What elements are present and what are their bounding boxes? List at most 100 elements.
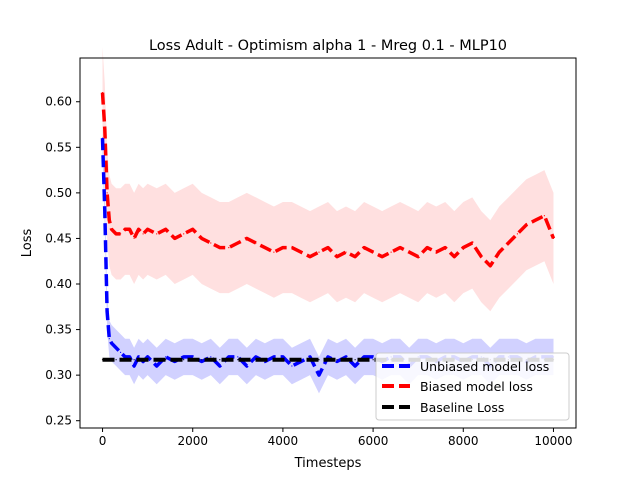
- baseline-loss-point: [129, 359, 131, 361]
- y-tick-label: 0.45: [45, 231, 72, 245]
- unbiased-model-loss-point: [106, 310, 108, 312]
- baseline-loss-point: [300, 359, 302, 361]
- baseline-loss-point: [228, 359, 230, 361]
- baseline-loss-point: [318, 359, 320, 361]
- legend-label-baseline: Baseline Loss: [420, 400, 504, 415]
- unbiased-model-loss-point: [156, 365, 158, 367]
- y-axis-label: Loss: [20, 229, 35, 258]
- biased-model-loss-point: [106, 192, 108, 194]
- baseline-loss-point: [246, 359, 248, 361]
- baseline-loss-point: [142, 359, 144, 361]
- unbiased-model-loss-point: [210, 356, 212, 358]
- biased-model-loss-point: [129, 228, 131, 230]
- baseline-loss-point: [201, 359, 203, 361]
- baseline-loss-point: [363, 359, 365, 361]
- baseline-loss-point: [165, 359, 167, 361]
- baseline-loss-point: [210, 359, 212, 361]
- biased-model-loss-point: [318, 251, 320, 253]
- baseline-loss-point: [174, 359, 176, 361]
- unbiased-model-loss-point: [147, 356, 149, 358]
- x-tick-label: 8000: [448, 434, 479, 448]
- biased-model-loss-point: [462, 247, 464, 249]
- unbiased-model-loss-point: [336, 360, 338, 363]
- x-tick-label: 10000: [534, 434, 572, 448]
- baseline-loss-point: [336, 359, 338, 361]
- biased-model-loss-point: [174, 237, 176, 239]
- plot-frame: [79, 57, 577, 429]
- biased-model-loss-point: [309, 256, 311, 258]
- biased-model-loss-point: [363, 247, 365, 249]
- unbiased-model-loss-point: [101, 137, 104, 139]
- biased-model-loss-point: [165, 228, 167, 230]
- biased-model-loss-line: [100, 92, 556, 268]
- biased-model-loss-point: [111, 228, 113, 230]
- biased-model-loss-point: [138, 228, 140, 230]
- biased-model-loss-point: [381, 256, 383, 258]
- baseline-loss-point: [264, 359, 266, 361]
- unbiased-model-loss-point: [138, 356, 140, 358]
- biased-model-loss-point: [104, 128, 106, 130]
- unbiased-model-loss-point: [237, 356, 239, 358]
- legend: Unbiased model loss Biased model loss Ba…: [375, 352, 570, 421]
- biased-model-loss-point: [336, 256, 338, 258]
- baseline-loss-point: [138, 359, 140, 361]
- biased-model-loss-point: [273, 251, 275, 253]
- unbiased-model-loss-point: [192, 356, 194, 358]
- biased-model-loss-point: [300, 251, 302, 253]
- x-tick-label: 0: [99, 434, 107, 448]
- baseline-loss-point: [106, 359, 108, 361]
- biased-model-loss-point: [101, 92, 104, 94]
- baseline-loss-point: [104, 359, 106, 361]
- baseline-loss-point: [101, 359, 104, 361]
- unbiased-model-loss-point: [228, 356, 230, 358]
- biased-model-loss-point: [435, 251, 437, 253]
- unbiased-model-loss-point: [282, 356, 284, 358]
- biased-model-loss-point: [552, 237, 555, 239]
- biased-model-loss-point: [453, 256, 455, 258]
- unbiased-model-loss-point: [104, 210, 106, 212]
- unbiased-model-loss-point: [345, 356, 347, 358]
- biased-model-loss-point: [282, 247, 284, 249]
- unbiased-model-loss-point: [372, 356, 374, 358]
- biased-model-loss-point: [183, 233, 185, 235]
- baseline-loss-point: [219, 359, 221, 361]
- unbiased-model-loss-point: [363, 356, 365, 358]
- baseline-loss-point: [124, 359, 126, 361]
- baseline-loss-point: [327, 359, 329, 361]
- x-tick-label: 4000: [268, 434, 299, 448]
- y-tick-label: 0.40: [45, 277, 72, 291]
- biased-model-loss-point: [192, 228, 194, 230]
- biased-model-loss-point: [525, 224, 528, 226]
- unbiased-model-loss-point: [318, 374, 320, 376]
- baseline-loss-point: [192, 359, 194, 361]
- biased-model-loss-point: [246, 237, 248, 239]
- biased-model-loss-point: [156, 233, 158, 235]
- biased-model-loss-point: [417, 256, 419, 258]
- unbiased-model-loss-point: [129, 356, 131, 358]
- biased-model-loss-point: [108, 219, 110, 221]
- biased-model-loss-point: [516, 233, 519, 235]
- baseline-loss-point: [147, 359, 149, 361]
- biased-model-loss-point: [142, 233, 144, 235]
- unbiased-model-loss-point: [120, 351, 122, 353]
- y-tick-label: 0.25: [45, 414, 72, 428]
- baseline-loss-point: [133, 359, 135, 361]
- biased-model-loss-point: [228, 247, 230, 249]
- biased-model-loss-point: [399, 247, 401, 249]
- biased-model-loss-point: [124, 228, 126, 230]
- unbiased-model-loss-point: [165, 356, 167, 358]
- unbiased-model-loss-point: [133, 365, 135, 367]
- unbiased-model-loss-point: [219, 365, 221, 367]
- biased-model-loss-point: [444, 247, 446, 249]
- x-tick-label: 2000: [177, 434, 208, 448]
- unbiased-model-loss-point: [115, 347, 117, 349]
- unbiased-model-loss-point: [327, 356, 329, 358]
- biased-model-loss-point: [507, 242, 509, 244]
- unbiased-model-loss-point: [111, 342, 113, 344]
- baseline-loss-point: [120, 359, 122, 361]
- unbiased-model-loss-point: [291, 365, 293, 367]
- biased-model-loss-point: [147, 228, 149, 230]
- baseline-loss-point: [372, 359, 374, 361]
- biased-model-loss-point: [210, 242, 212, 244]
